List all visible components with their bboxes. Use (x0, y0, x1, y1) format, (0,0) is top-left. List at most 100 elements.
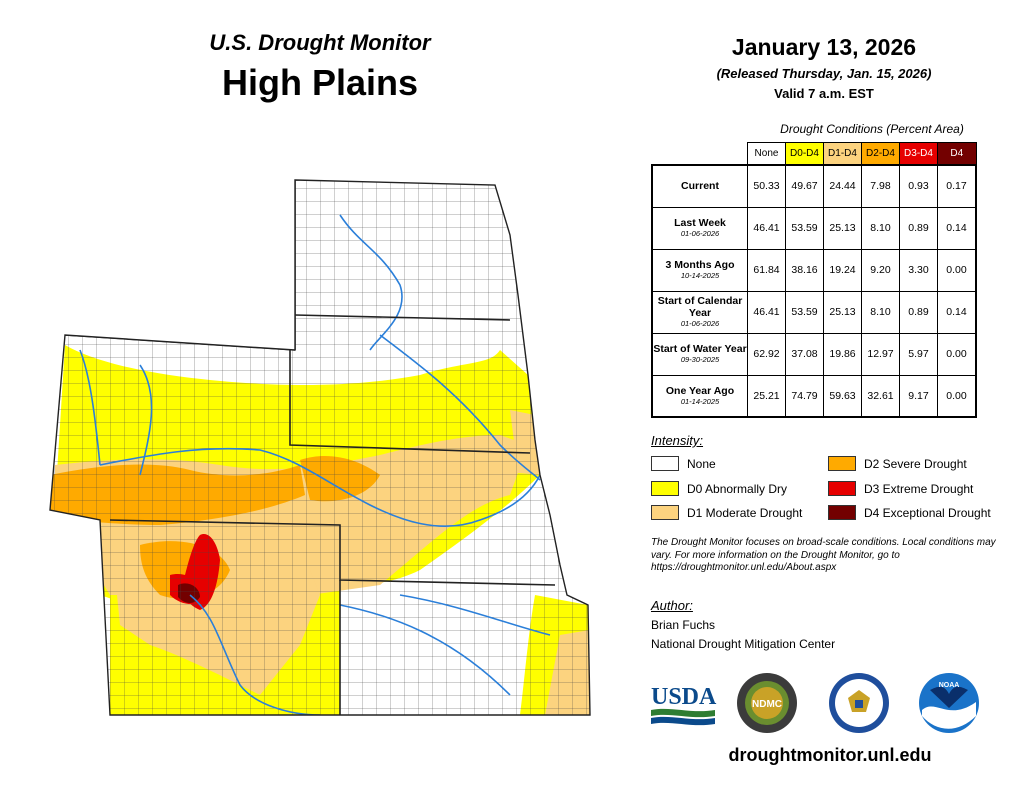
author-name: Brian Fuchs (651, 618, 716, 632)
table-cell: 0.00 (937, 332, 977, 376)
author-heading: Author: (651, 598, 693, 613)
table-cell: 61.84 (747, 248, 786, 292)
legend-label: D2 Severe Drought (864, 456, 967, 471)
row-label: One Year Ago 01-14-2025 (651, 374, 748, 418)
table-row: Current 50.33 49.67 24.44 7.98 0.93 0.17 (651, 164, 977, 208)
legend-swatch (651, 481, 679, 496)
table-cell: 59.63 (823, 374, 862, 418)
table-cell: 25.13 (823, 290, 862, 334)
table-cell: 0.14 (937, 290, 977, 334)
disclaimer-note: The Drought Monitor focuses on broad-sca… (651, 537, 996, 573)
ndmc-logo: NDMC (737, 673, 797, 733)
row-date: 01-06-2026 (680, 229, 720, 238)
table-cell: 46.41 (747, 290, 786, 334)
legend-title: Intensity: (651, 433, 704, 448)
legend-item-none: None (651, 456, 716, 471)
table-cell: 25.13 (823, 206, 862, 250)
table-cell: 62.92 (747, 332, 786, 376)
legend-label: D4 Exceptional Drought (864, 505, 991, 520)
drought-map (49, 179, 591, 716)
map-subtitle: U.S. Drought Monitor (209, 30, 431, 55)
table-cell: 50.33 (747, 164, 786, 208)
table-row: Last Week 01-06-2026 46.41 53.59 25.13 8.… (651, 206, 977, 250)
table-cell: 0.17 (937, 164, 977, 208)
table-cell: 7.98 (861, 164, 900, 208)
usda-logo: USDA (651, 684, 717, 726)
col-header: D0-D4 (785, 142, 824, 166)
table-cell: 37.08 (785, 332, 824, 376)
table-row: 3 Months Ago 10-14-2025 61.84 38.16 19.24… (651, 248, 977, 292)
table-cell: 0.89 (899, 290, 938, 334)
row-date: 10-14-2025 (680, 271, 720, 280)
title-block: U.S. Drought Monitor High Plains (140, 30, 500, 104)
row-date: 01-14-2025 (680, 396, 720, 406)
row-label-text: Current (681, 180, 719, 193)
table-cell: 25.21 (747, 374, 786, 418)
table-cell: 8.10 (861, 206, 900, 250)
legend-item-d0: D0 Abnormally Dry (651, 481, 787, 496)
table-corner (652, 143, 748, 166)
legend-label: D1 Moderate Drought (687, 505, 803, 520)
row-label: 3 Months Ago 10-14-2025 (651, 248, 748, 292)
release-date: (Released Thursday, Jan. 15, 2026) (716, 66, 932, 81)
table-cell: 74.79 (785, 374, 824, 418)
table-caption: Drought Conditions (Percent Area) (780, 122, 964, 136)
table-cell: 5.97 (899, 332, 938, 376)
table-cell: 0.00 (937, 248, 977, 292)
region-title: High Plains (221, 62, 419, 103)
table-cell: 53.59 (785, 206, 824, 250)
table-cell: 0.89 (899, 206, 938, 250)
website-link[interactable]: droughtmonitor.unl.edu (728, 745, 932, 765)
table-cell: 46.41 (747, 206, 786, 250)
legend-swatch (828, 456, 856, 471)
author-organization: National Drought Mitigation Center (651, 637, 836, 651)
drought-conditions-table: None D0-D4 D1-D4 D2-D4 D3-D4 D4 Current … (651, 142, 977, 418)
svg-text:NOAA: NOAA (939, 682, 960, 689)
table-cell: 24.44 (823, 164, 862, 208)
table-cell: 38.16 (785, 248, 824, 292)
col-header: D2-D4 (861, 142, 900, 166)
col-header: None (747, 142, 786, 166)
legend-swatch (828, 505, 856, 520)
svg-text:NDMC: NDMC (752, 699, 782, 710)
row-label: Last Week 01-06-2026 (651, 206, 748, 250)
legend-item-d4: D4 Exceptional Drought (828, 505, 991, 520)
row-date: 01-06-2026 (680, 319, 720, 328)
row-label: Start of Water Year 09-30-2025 (651, 332, 748, 376)
table-row: Start of Calendar Year 01-06-2026 46.41 5… (651, 290, 977, 334)
svg-text:USDA: USDA (651, 684, 717, 710)
commerce-seal-logo (829, 673, 889, 733)
valid-time: Valid 7 a.m. EST (774, 86, 874, 101)
table-cell: 49.67 (785, 164, 824, 208)
table-cell: 3.30 (899, 248, 938, 292)
table-row: Start of Water Year 09-30-2025 62.92 37.0… (651, 332, 977, 376)
legend-label: D3 Extreme Drought (864, 481, 974, 496)
table-cell: 0.14 (937, 206, 977, 250)
legend-swatch (828, 481, 856, 496)
row-label-text: 3 Months Ago (665, 259, 735, 271)
row-label-text: Last Week (674, 217, 726, 229)
col-header: D1-D4 (823, 142, 862, 166)
row-label-text: Start of Calendar Year (657, 295, 743, 319)
row-label: Start of Calendar Year 01-06-2026 (651, 290, 748, 334)
legend-label: D0 Abnormally Dry (687, 481, 788, 496)
row-label-text: One Year Ago (665, 384, 735, 397)
col-header: D4 (937, 142, 977, 166)
table-cell: 19.24 (823, 248, 862, 292)
table-cell: 9.20 (861, 248, 900, 292)
noaa-logo: NOAA (919, 673, 979, 733)
table-cell: 19.86 (823, 332, 862, 376)
table-cell: 9.17 (899, 374, 938, 418)
table-cell: 12.97 (861, 332, 900, 376)
date-block: January 13, 2026 (Released Thursday, Jan… (660, 34, 988, 101)
table-row: One Year Ago 01-14-2025 25.21 74.79 59.63… (651, 374, 977, 418)
table-cell: 8.10 (861, 290, 900, 334)
col-header: D3-D4 (899, 142, 938, 166)
legend-item-d2: D2 Severe Drought (828, 456, 967, 471)
row-date: 09-30-2025 (680, 355, 720, 364)
table-cell: 0.00 (937, 374, 977, 418)
table-cell: 0.93 (899, 164, 938, 208)
legend-label: None (687, 456, 716, 471)
row-label: Current (651, 164, 748, 208)
table-cell: 53.59 (785, 290, 824, 334)
